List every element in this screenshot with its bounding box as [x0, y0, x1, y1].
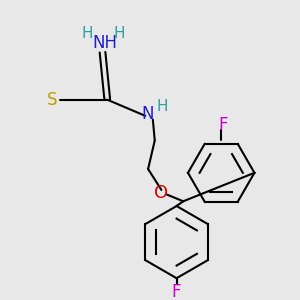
Text: H: H [114, 26, 125, 41]
Text: O: O [154, 184, 169, 202]
Text: H: H [157, 99, 168, 114]
Text: F: F [172, 284, 181, 300]
Text: N: N [141, 105, 153, 123]
Text: NH: NH [92, 34, 117, 52]
Text: F: F [218, 116, 228, 134]
Text: H: H [82, 26, 93, 41]
Text: S: S [47, 91, 58, 109]
